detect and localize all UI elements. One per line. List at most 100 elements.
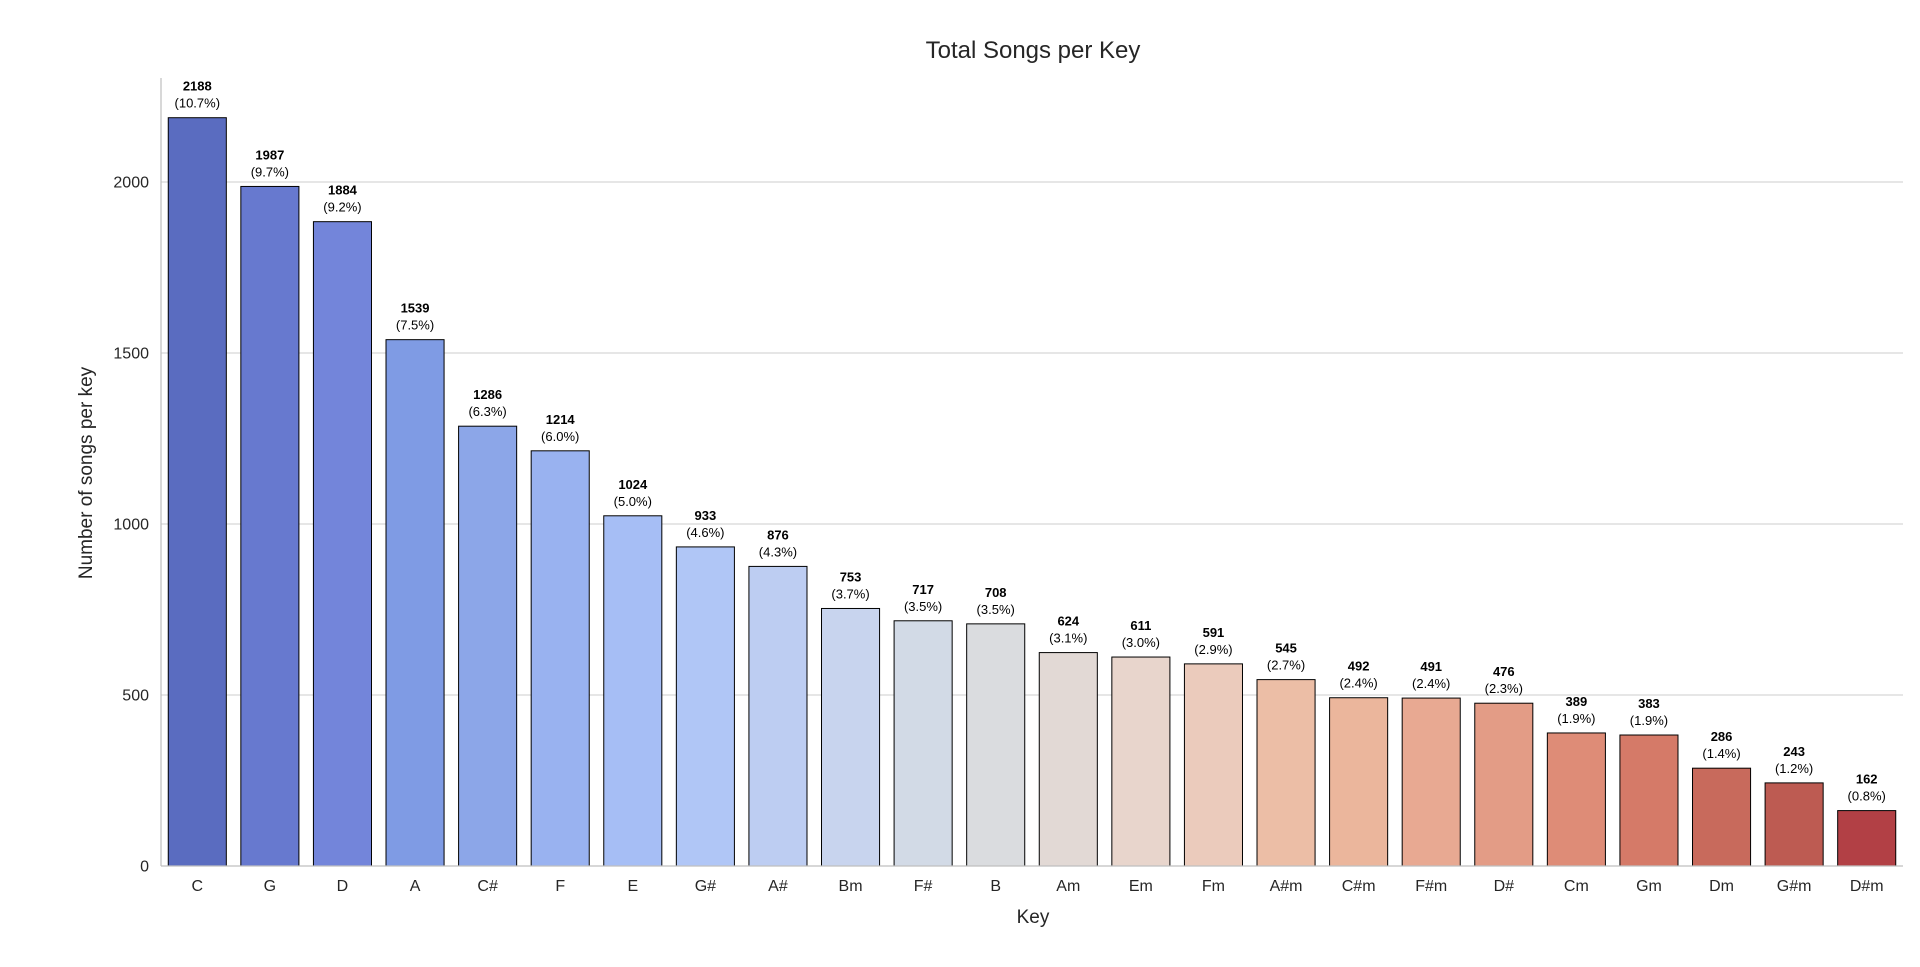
bar-a: [385, 339, 445, 867]
x-tick-label: C#m: [1342, 878, 1376, 895]
bar-c: [167, 117, 227, 867]
y-tick-label: 500: [122, 688, 149, 705]
x-tick-label: D#m: [1850, 878, 1884, 895]
bar-value-label: 624: [1057, 614, 1079, 629]
bar-bm: [821, 607, 881, 867]
bar-value-label: 286: [1711, 729, 1733, 744]
x-tick-label: Dm: [1709, 878, 1734, 895]
bar-percent-label: (0.8%): [1848, 789, 1886, 804]
bar-value-label: 389: [1566, 694, 1588, 709]
bar-percent-label: (7.5%): [396, 318, 434, 333]
y-axis-label: Number of songs per key: [76, 366, 97, 579]
x-tick-label: G#m: [1777, 878, 1812, 895]
x-tick-label: D#: [1494, 878, 1515, 895]
x-tick-label: A#: [768, 878, 788, 895]
y-tick-label: 0: [140, 859, 149, 876]
bar-percent-label: (1.2%): [1775, 761, 1813, 776]
y-tick-label: 1000: [113, 517, 149, 534]
bar-d: [312, 221, 372, 867]
bar-value-label: 611: [1130, 618, 1151, 633]
bar-am: [1038, 652, 1098, 867]
bar-percent-label: (3.1%): [1049, 631, 1087, 646]
bar-csharpm: [1329, 697, 1389, 867]
bar-value-label: 717: [912, 582, 934, 597]
bar-gm: [1619, 734, 1679, 867]
x-tick-label: Cm: [1564, 878, 1589, 895]
bar-gsharp: [675, 546, 735, 867]
bar-percent-label: (1.9%): [1557, 711, 1595, 726]
x-tick-label: F#: [914, 878, 933, 895]
bar-percent-label: (10.7%): [175, 96, 221, 111]
axes: [160, 78, 1903, 867]
bar-percent-label: (2.7%): [1267, 658, 1305, 673]
bar-percent-label: (2.3%): [1485, 681, 1523, 696]
bar-value-label: 1286: [473, 387, 502, 402]
bar-percent-label: (3.5%): [977, 602, 1015, 617]
x-tick-label: G: [264, 878, 276, 895]
bar-value-label: 1987: [255, 147, 284, 162]
x-tick-label: Bm: [839, 878, 863, 895]
bar-fsharpm: [1401, 697, 1461, 867]
x-tick-label: A#m: [1270, 878, 1303, 895]
x-tick-label: E: [627, 878, 638, 895]
bar-value-label: 1884: [328, 183, 358, 198]
bar-percent-label: (3.5%): [904, 599, 942, 614]
x-tick-label: D: [337, 878, 349, 895]
bar-asharp: [748, 565, 808, 867]
bar-value-label: 2188: [183, 79, 212, 94]
chart-title: Total Songs per Key: [926, 37, 1141, 64]
bar-dm: [1692, 767, 1752, 867]
x-tick-label: F#m: [1415, 878, 1447, 895]
bar-value-label: 933: [695, 508, 717, 523]
bar-percent-label: (5.0%): [614, 494, 652, 509]
bar-percent-label: (2.4%): [1412, 676, 1450, 691]
x-tick-label: Am: [1056, 878, 1080, 895]
x-tick-label: Em: [1129, 878, 1153, 895]
bar-value-label: 243: [1783, 744, 1805, 759]
bar-b: [966, 623, 1026, 867]
bar-percent-label: (1.9%): [1630, 713, 1668, 728]
x-axis-label: Key: [1017, 907, 1050, 928]
bar-percent-label: (9.2%): [323, 200, 361, 215]
bar-value-label: 876: [767, 527, 789, 542]
bar-asharpm: [1256, 679, 1316, 867]
bar-fsharp: [893, 620, 953, 867]
bar-dsharp: [1474, 702, 1534, 867]
bar-gsharpm: [1764, 782, 1824, 867]
bar-value-label: 476: [1493, 664, 1515, 679]
bar-labels: 2188 (10.7%) 1987 (9.7%) 1884 (9.2%) 1539 (7.5%…: [175, 79, 1886, 804]
x-tick-label: Fm: [1202, 878, 1225, 895]
bar-value-label: 383: [1638, 696, 1660, 711]
y-tick-labels: 0 500 1000 1500 2000: [113, 175, 149, 876]
bar-value-label: 1214: [546, 412, 576, 427]
bar-dsharpm: [1837, 810, 1897, 867]
bar-value-label: 162: [1856, 772, 1878, 787]
bar-value-label: 545: [1275, 641, 1297, 656]
bar-percent-label: (2.9%): [1194, 642, 1232, 657]
bar-e: [603, 515, 663, 867]
bar-em: [1111, 656, 1171, 867]
bar-percent-label: (9.7%): [251, 164, 289, 179]
bar-percent-label: (6.0%): [541, 429, 579, 444]
x-tick-labels: C G D A C# F E G# A# Bm F# B Am Em Fm A#m C#m F#m D# Cm Gm Dm…: [192, 878, 1884, 895]
x-tick-label: G#: [695, 878, 716, 895]
bar-f: [530, 450, 590, 867]
bar-cm: [1546, 732, 1606, 867]
x-tick-label: B: [990, 878, 1001, 895]
bar-g: [240, 185, 300, 867]
x-tick-label: C: [192, 878, 204, 895]
bars: [167, 117, 1897, 867]
bar-csharp: [458, 425, 518, 867]
x-tick-label: C#: [477, 878, 498, 895]
bar-percent-label: (3.7%): [831, 586, 869, 601]
x-tick-label: F: [555, 878, 565, 895]
gridlines: [161, 181, 1903, 696]
bar-percent-label: (2.4%): [1339, 676, 1377, 691]
y-tick-label: 1500: [113, 346, 149, 363]
bar-value-label: 753: [840, 569, 862, 584]
bar-percent-label: (4.3%): [759, 544, 797, 559]
bar-value-label: 591: [1203, 625, 1225, 640]
bar-percent-label: (6.3%): [468, 404, 506, 419]
bar-value-label: 708: [985, 585, 1007, 600]
